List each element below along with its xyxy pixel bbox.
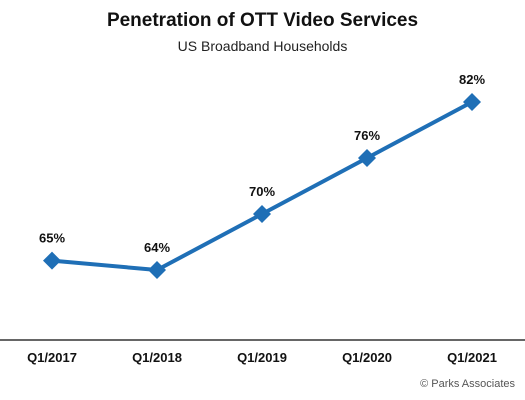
x-tick-label: Q1/2019 <box>237 350 287 365</box>
tick-layer: Q1/2017 Q1/2018 Q1/2019 Q1/2020 Q1/2021 <box>27 350 497 365</box>
data-label: 76% <box>354 128 380 143</box>
chart-title: Penetration of OTT Video Services <box>106 10 419 31</box>
data-point-marker <box>253 205 271 223</box>
source-note: © Parks Associates <box>420 378 515 390</box>
x-tick-label: Q1/2021 <box>447 350 497 365</box>
data-label: 64% <box>144 240 170 255</box>
x-tick-label: Q1/2017 <box>27 350 77 365</box>
data-label: 65% <box>39 231 65 246</box>
x-tick-label: Q1/2018 <box>132 350 182 365</box>
data-point-marker <box>358 149 376 167</box>
data-label: 70% <box>249 184 275 199</box>
data-point-marker <box>148 261 166 279</box>
label-layer: 65% 64% 70% 76% 82% <box>39 72 485 255</box>
data-point-marker <box>43 251 61 270</box>
data-point-marker <box>463 93 481 111</box>
series-layer <box>43 93 481 279</box>
x-tick-label: Q1/2020 <box>342 350 392 365</box>
chart-subtitle: US Broadband Households <box>177 38 348 54</box>
data-label: 82% <box>459 72 485 87</box>
